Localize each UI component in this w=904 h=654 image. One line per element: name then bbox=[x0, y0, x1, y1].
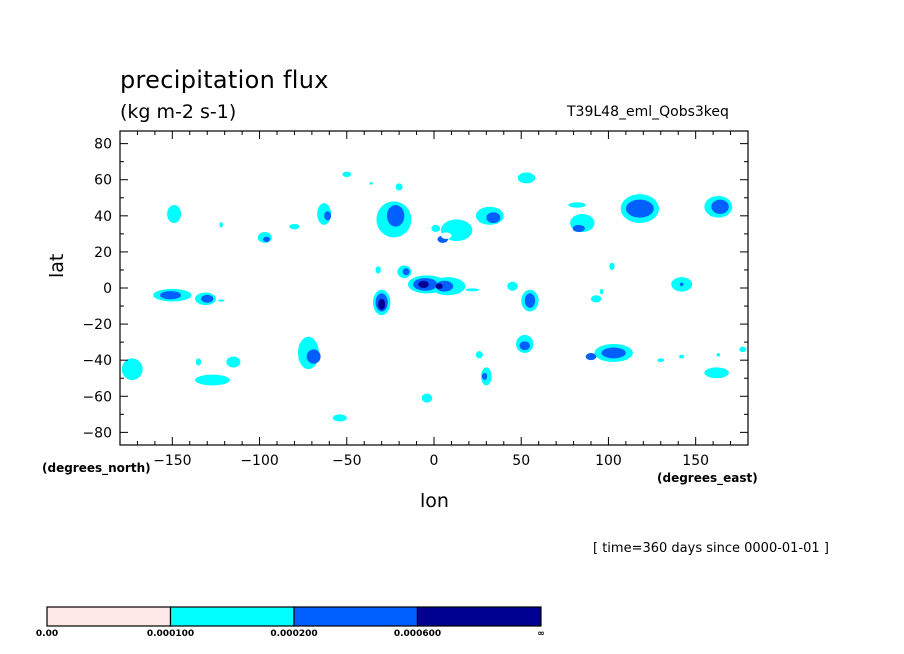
precip-feature-16 bbox=[386, 204, 405, 227]
colorbar-label-2: 0.000200 bbox=[270, 629, 318, 639]
precip-feature-68 bbox=[226, 356, 241, 368]
colorbar-swatch-3 bbox=[416, 606, 542, 627]
precip-feature-50 bbox=[609, 262, 615, 270]
precip-feature-39 bbox=[524, 293, 536, 308]
precip-feature-14 bbox=[369, 182, 373, 185]
colorbar-swatch-2 bbox=[293, 606, 419, 627]
chart-title: precipitation flux bbox=[120, 66, 329, 94]
y-axis-units: (degrees_north) bbox=[42, 461, 151, 475]
precip-feature-20 bbox=[402, 268, 410, 276]
y-tick-label: 40 bbox=[94, 209, 112, 225]
chart-units: (kg m-2 s-1) bbox=[120, 101, 237, 123]
x-axis-units: (degrees_east) bbox=[657, 471, 758, 485]
precip-feature-65 bbox=[739, 346, 747, 353]
run-id-label: T39L48_eml_Qobs3keq bbox=[567, 104, 729, 120]
precip-feature-42 bbox=[475, 351, 483, 359]
precip-feature-49 bbox=[572, 224, 585, 233]
x-tick-label: 150 bbox=[682, 453, 709, 469]
precip-feature-36 bbox=[486, 212, 501, 224]
precip-feature-54 bbox=[625, 199, 654, 218]
colorbar-label-3: 0.000600 bbox=[393, 629, 442, 639]
precip-feature-4 bbox=[217, 299, 225, 302]
precip-feature-13 bbox=[342, 171, 352, 178]
precip-feature-32 bbox=[431, 224, 441, 233]
x-tick-label: −50 bbox=[332, 453, 362, 469]
y-tick-label: −40 bbox=[82, 353, 112, 369]
precip-feature-1 bbox=[160, 291, 182, 300]
y-tick-label: 0 bbox=[103, 281, 112, 297]
precip-feature-64 bbox=[704, 367, 729, 379]
precip-feature-46 bbox=[332, 414, 347, 422]
axis-ticks: −150 −100 −50 0 50 100 150 80 60 40 20 0 −20 −40 −60 −8… bbox=[82, 131, 748, 469]
y-tick-label: 20 bbox=[94, 245, 112, 261]
precip-feature-7 bbox=[219, 222, 223, 228]
colorbar-label-4: ∞ bbox=[537, 629, 545, 639]
precip-feature-61 bbox=[585, 352, 597, 361]
precip-feature-41 bbox=[519, 341, 530, 351]
precip-feature-67 bbox=[195, 374, 230, 386]
precip-feature-56 bbox=[679, 282, 684, 287]
x-tick-label: −100 bbox=[240, 453, 278, 469]
precip-feature-60 bbox=[601, 347, 626, 359]
precip-feature-47 bbox=[568, 202, 586, 208]
colorbar bbox=[46, 606, 542, 627]
precip-feature-10 bbox=[289, 223, 300, 230]
precip-feature-72 bbox=[440, 232, 452, 239]
precip-feature-30 bbox=[465, 288, 480, 292]
precip-feature-29 bbox=[435, 283, 443, 289]
x-tick-label: 100 bbox=[595, 453, 622, 469]
colorbar-swatch-0 bbox=[46, 606, 172, 627]
precip-feature-9 bbox=[263, 236, 271, 242]
precip-feature-71 bbox=[306, 349, 321, 364]
precipitation-field bbox=[121, 171, 747, 422]
y-tick-label: −20 bbox=[82, 317, 112, 333]
colorbar-swatch-1 bbox=[169, 606, 295, 627]
y-tick-label: 60 bbox=[94, 173, 112, 189]
precip-feature-51 bbox=[591, 295, 602, 303]
precip-feature-3 bbox=[201, 294, 214, 303]
precip-feature-27 bbox=[435, 280, 454, 292]
precip-feature-58 bbox=[711, 199, 729, 215]
precip-feature-44 bbox=[481, 372, 488, 381]
y-tick-label: −80 bbox=[82, 425, 112, 441]
precip-feature-69 bbox=[195, 358, 202, 366]
precip-feature-12 bbox=[324, 211, 332, 221]
precip-feature-62 bbox=[657, 358, 665, 362]
y-axis-label: lat bbox=[46, 253, 68, 278]
precip-feature-28 bbox=[418, 280, 429, 288]
x-tick-label: 50 bbox=[512, 453, 530, 469]
precip-feature-63 bbox=[679, 354, 685, 359]
precip-feature-66 bbox=[716, 352, 721, 357]
x-tick-label: 0 bbox=[430, 453, 439, 469]
precip-feature-45 bbox=[421, 393, 433, 403]
x-axis-label: lon bbox=[420, 490, 449, 512]
precip-feature-31 bbox=[507, 281, 518, 291]
x-tick-label: −150 bbox=[153, 453, 191, 469]
colorbar-label-0: 0.00 bbox=[35, 629, 59, 639]
precip-feature-23 bbox=[378, 298, 386, 310]
y-tick-label: 80 bbox=[94, 137, 112, 153]
colorbar-label-1: 0.000100 bbox=[146, 629, 195, 639]
precip-feature-37 bbox=[517, 172, 536, 184]
time-note: [ time=360 days since 0000-01-01 ] bbox=[593, 541, 829, 556]
precip-feature-6 bbox=[167, 204, 182, 224]
precip-feature-18 bbox=[375, 266, 381, 274]
y-tick-label: −60 bbox=[82, 389, 112, 405]
precip-feature-5 bbox=[121, 358, 143, 381]
precip-feature-17 bbox=[395, 183, 403, 191]
precip-feature-52 bbox=[599, 288, 604, 295]
